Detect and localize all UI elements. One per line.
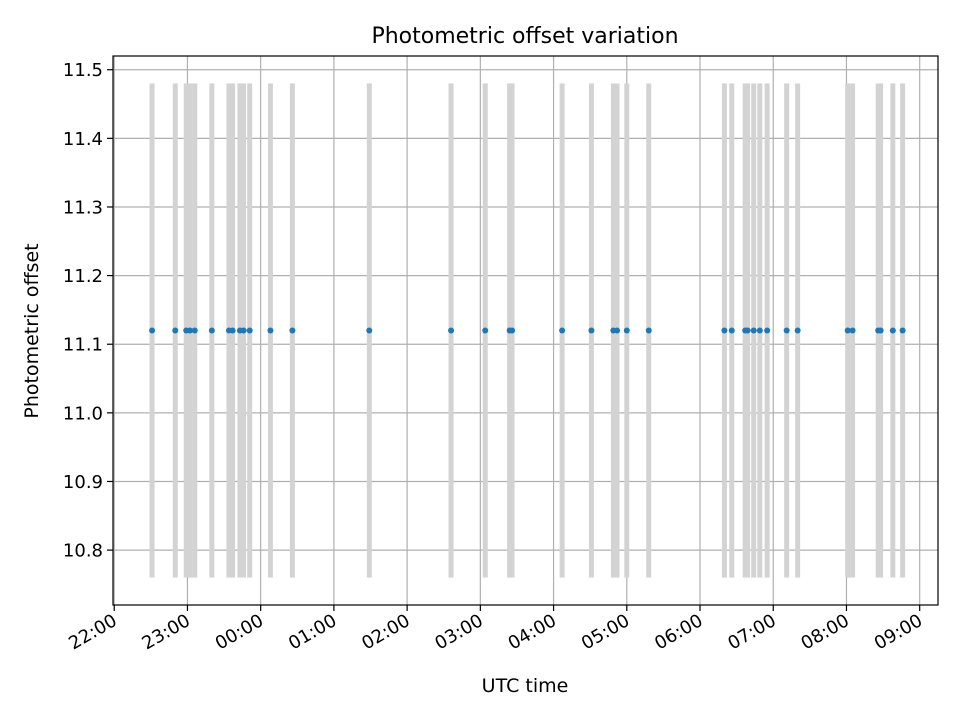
y-tick-label: 11.2 bbox=[63, 266, 103, 287]
data-point bbox=[482, 327, 489, 334]
y-tick-label: 11.1 bbox=[63, 335, 103, 356]
data-point bbox=[614, 327, 621, 334]
x-tick-label: 08:00 bbox=[798, 610, 853, 654]
y-axis: 10.8 10.9 11.0 11.1 11.2 11.3 11.4 11.5 bbox=[63, 60, 113, 562]
data-point bbox=[229, 327, 236, 334]
band-layer bbox=[149, 83, 906, 578]
y-tick-label: 10.9 bbox=[63, 472, 103, 493]
y-axis-label: Photometric offset bbox=[21, 243, 43, 418]
data-point bbox=[877, 327, 884, 334]
y-tick-label: 11.4 bbox=[63, 129, 103, 150]
data-point bbox=[764, 327, 771, 334]
x-tick-label: 04:00 bbox=[505, 610, 560, 654]
data-point bbox=[588, 327, 595, 334]
y-tick-label: 11.0 bbox=[63, 403, 103, 424]
data-point bbox=[191, 327, 198, 334]
data-point bbox=[267, 327, 274, 334]
data-point bbox=[744, 327, 751, 334]
data-point bbox=[366, 327, 373, 334]
data-point bbox=[756, 327, 763, 334]
data-point bbox=[889, 327, 896, 334]
data-point bbox=[645, 327, 652, 334]
data-point bbox=[623, 327, 630, 334]
y-tick-label: 10.8 bbox=[63, 541, 103, 562]
data-point bbox=[172, 327, 179, 334]
x-tick-label: 22:00 bbox=[65, 610, 120, 654]
x-tick-label: 06:00 bbox=[651, 610, 706, 654]
data-point bbox=[149, 327, 156, 334]
data-point bbox=[899, 327, 906, 334]
x-axis-label: UTC time bbox=[482, 675, 569, 697]
y-tick-label: 11.3 bbox=[63, 197, 103, 218]
data-point bbox=[849, 327, 856, 334]
data-point bbox=[721, 327, 728, 334]
data-point bbox=[728, 327, 735, 334]
point-layer bbox=[149, 327, 906, 334]
data-point bbox=[783, 327, 790, 334]
data-point bbox=[246, 327, 253, 334]
plot-frame bbox=[112, 55, 939, 606]
x-tick-label: 01:00 bbox=[285, 610, 340, 654]
data-point bbox=[208, 327, 215, 334]
data-point bbox=[794, 327, 801, 334]
data-point bbox=[750, 327, 757, 334]
y-tick-label: 11.5 bbox=[63, 60, 103, 81]
x-tick-label: 23:00 bbox=[139, 610, 194, 654]
x-tick-label: 07:00 bbox=[724, 610, 779, 654]
data-point bbox=[240, 327, 247, 334]
x-tick-label: 00:00 bbox=[212, 610, 267, 654]
x-tick-label: 09:00 bbox=[871, 610, 926, 654]
data-point bbox=[559, 327, 566, 334]
x-tick-label: 03:00 bbox=[431, 610, 486, 654]
data-point bbox=[186, 327, 193, 334]
x-tick-label: 05:00 bbox=[578, 610, 633, 654]
data-point bbox=[844, 327, 851, 334]
data-point bbox=[509, 327, 516, 334]
x-tick-label: 02:00 bbox=[358, 610, 413, 654]
chart-title: Photometric offset variation bbox=[371, 24, 678, 49]
x-axis: 22:00 23:00 00:00 01:00 02:00 03:00 04:00 05:00… bbox=[65, 605, 926, 654]
grid-layer bbox=[113, 56, 938, 605]
data-point bbox=[448, 327, 455, 334]
data-point bbox=[289, 327, 296, 334]
